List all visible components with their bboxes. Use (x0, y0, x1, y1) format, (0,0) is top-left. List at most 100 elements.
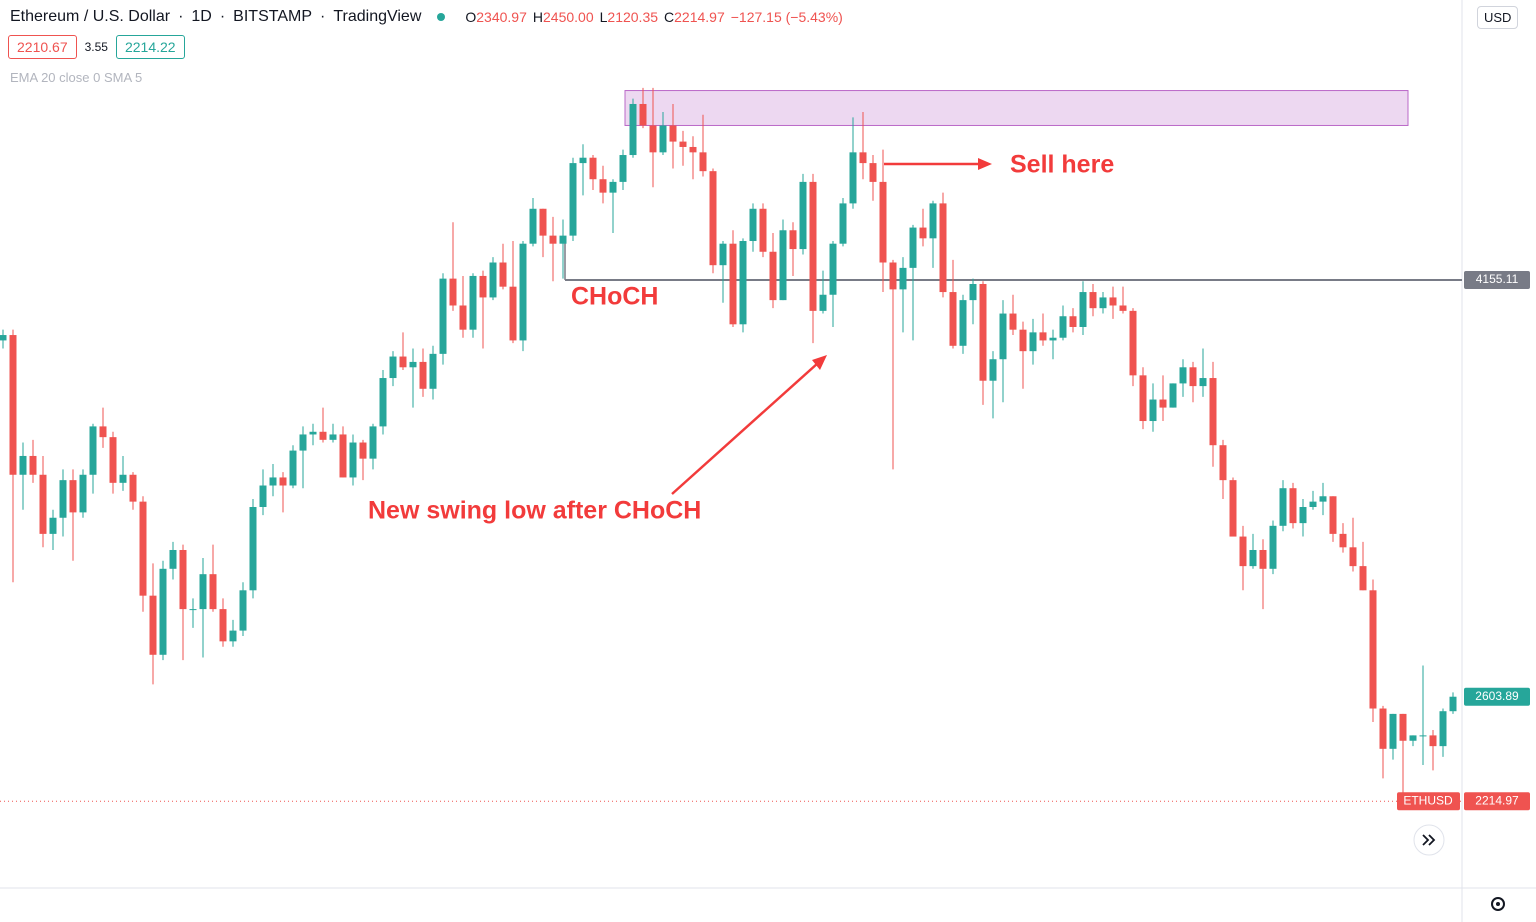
candle-body (679, 141, 687, 147)
trade-buttons: 2210.67 3.55 2214.22 (8, 35, 185, 59)
candle-body (599, 179, 607, 193)
candle-body (919, 227, 927, 239)
choch-price-label: 4155.11 (1476, 272, 1519, 286)
candle-body (859, 152, 867, 164)
ohlc-value: 2450.00 (543, 9, 594, 25)
candle-body (269, 477, 277, 486)
ohlc-value: 2120.35 (607, 9, 659, 25)
candle-body (509, 286, 517, 341)
price-line-label: 2214.97 (1475, 793, 1519, 807)
candle-body (99, 426, 107, 438)
candle-body (299, 434, 307, 451)
candle-body (159, 568, 167, 655)
candle-body (1099, 297, 1107, 309)
candle-body (1319, 496, 1327, 502)
candle-body (239, 590, 247, 631)
candle-body (339, 434, 347, 478)
candle-body (619, 155, 627, 182)
candle-body (109, 437, 117, 483)
candle-body (279, 477, 287, 486)
candle-body (759, 208, 767, 252)
ohlc-item: H2450.00 (533, 9, 594, 25)
candle-body (1089, 292, 1097, 309)
candle-body (1299, 507, 1307, 524)
candle-body (479, 275, 487, 298)
candle-body (629, 103, 637, 156)
currency-button[interactable]: USD (1477, 6, 1519, 29)
candle-body (0, 335, 7, 341)
spread: 3.55 (84, 40, 108, 54)
candle-body (199, 574, 207, 610)
candle-body (939, 203, 947, 293)
price-tag (1464, 687, 1530, 706)
candle-body (1339, 533, 1347, 548)
sell-button[interactable]: 2210.67 (8, 35, 77, 59)
price-tag (1464, 792, 1530, 811)
candle-body (959, 300, 967, 346)
candle-body (979, 283, 987, 381)
settings-icon[interactable] (1491, 897, 1505, 911)
annotation: CHoCH (571, 283, 659, 311)
candle-body (1309, 501, 1317, 508)
candle-body (639, 103, 647, 126)
candle-body (739, 241, 747, 325)
candle-body (529, 208, 537, 244)
candle-body (519, 243, 527, 341)
last-price-label: 2603.89 (1475, 689, 1519, 703)
candle-body (449, 278, 457, 306)
candle-body (1289, 488, 1297, 524)
candle-body (389, 356, 397, 379)
candle-body (1139, 375, 1147, 422)
candle-body (1229, 480, 1237, 537)
candle-body (469, 275, 477, 330)
price-tag (1397, 792, 1460, 811)
candle-body (789, 230, 797, 250)
candle-body (1219, 445, 1227, 481)
candle-body (119, 474, 127, 483)
candle-body (1159, 399, 1167, 408)
candle-body (649, 125, 657, 153)
candle-body (1119, 305, 1127, 311)
candle-body (1029, 332, 1037, 352)
candle-body (149, 595, 157, 655)
scroll-button[interactable] (1413, 824, 1445, 856)
annotation: Sell here (1010, 151, 1114, 179)
swing-arrow (671, 355, 827, 495)
candle-body (49, 517, 57, 534)
candle-body (359, 442, 367, 459)
sell-arrow (884, 158, 992, 170)
candle-body (1259, 549, 1267, 569)
candle-body (609, 181, 617, 193)
candle-body (1419, 735, 1427, 737)
candle-body (89, 426, 97, 475)
candle-body (249, 507, 257, 591)
candle-body (19, 455, 27, 475)
candle-body (669, 125, 677, 142)
price-line-name: ETHUSD (1403, 793, 1453, 807)
buy-button[interactable]: 2214.22 (115, 35, 185, 59)
candle-body (819, 294, 827, 311)
candle-body (1069, 316, 1077, 327)
candle-body (709, 171, 717, 266)
candle-body (1149, 399, 1157, 422)
candle-body (1389, 713, 1397, 749)
candle-body (589, 157, 597, 180)
ohlc-key: H (532, 9, 543, 25)
candle-body (1189, 367, 1197, 387)
candle-body (1269, 525, 1277, 569)
ohlc-item: L2120.35 (600, 9, 658, 25)
candle-body (1209, 378, 1217, 446)
candle-body (879, 181, 887, 263)
candle-body (1409, 735, 1417, 741)
candle-body (369, 426, 377, 459)
candle-body (1129, 310, 1137, 376)
ohlc-value: 2214.97 (674, 9, 725, 25)
candle-body (929, 203, 937, 239)
candle-body (659, 125, 667, 153)
candle-body (769, 251, 777, 301)
ohlc-item: O2340.97 (465, 9, 527, 25)
chart-header: Ethereum / U.S. Dollar · 1D · BITSTAMP · Tr… (10, 8, 843, 25)
ohlc: O2340.97 H2450.00 L2120.35 C2214.97 −127.15 … (465, 9, 842, 25)
